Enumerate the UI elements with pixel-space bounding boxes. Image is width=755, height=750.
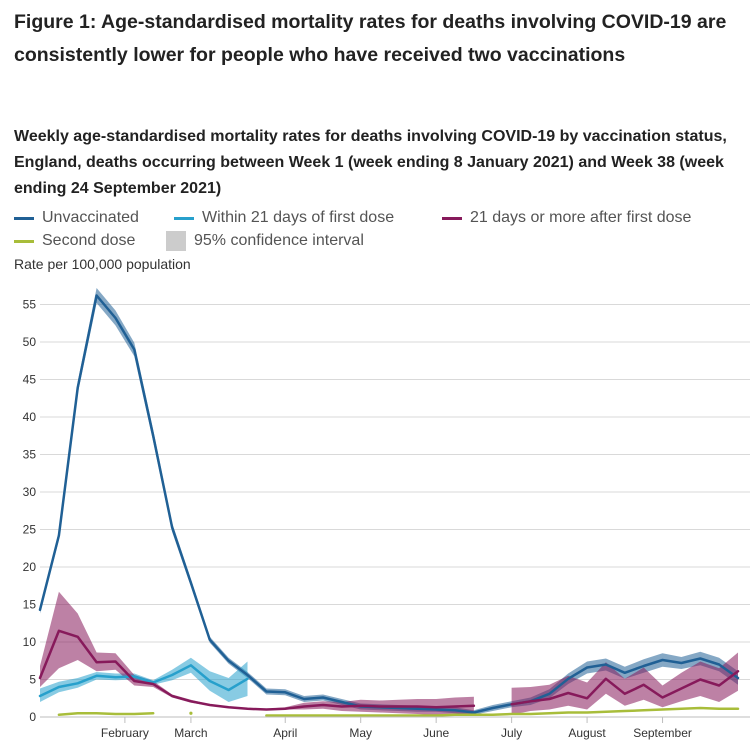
legend-swatch-unvaccinated [14,216,34,220]
figure-title: Figure 1: Age-standardised mortality rat… [14,11,727,66]
second-line-seg1 [57,712,155,717]
legend-label-confidence-interval: 95% confidence interval [194,232,364,249]
unvaccinated-confidence-band [40,288,738,715]
y-tick-label-10: 10 [23,635,37,649]
after21-confidence-band-seg2 [511,652,738,715]
x-tick-label-september: September [633,726,692,740]
x-tick-label-may: May [349,726,372,740]
y-axis-ticks: 0 5 10 15 20 25 30 35 40 45 50 55 [23,298,37,725]
unvaccinated-line [38,294,740,714]
legend-item-within-21-days[interactable]: Within 21 days of first dose [174,207,394,229]
legend-label-within-21-days: Within 21 days of first dose [202,209,395,226]
legend-item-unvaccinated[interactable]: Unvaccinated [14,207,139,229]
x-axis: February March April May June July August Septe… [40,716,750,740]
x-tick-label-august: August [568,726,606,740]
y-tick-label-30: 30 [23,485,37,499]
x-tick-label-june: June [423,726,449,740]
legend-label-21-days-or-more: 21 days or more after first dose [470,209,692,226]
y-axis-label: Rate per 100,000 population [14,256,191,272]
legend-item-second-dose[interactable]: Second dose [14,230,135,252]
series-lines [38,294,740,717]
y-tick-label-15: 15 [23,598,37,612]
after21-confidence-band-seg1 [40,591,474,716]
within21-line [38,664,249,698]
y-tick-label-40: 40 [23,410,37,424]
legend-swatch-second-dose [14,239,34,243]
legend-label-unvaccinated: Unvaccinated [42,209,139,226]
y-tick-label-25: 25 [23,523,37,537]
x-tick-label-march: March [174,726,207,740]
y-tick-label-20: 20 [23,560,37,574]
x-tick-label-april: April [273,726,297,740]
confidence-bands [40,288,738,716]
y-tick-label-35: 35 [23,448,37,462]
y-tick-label-0: 0 [29,710,36,724]
legend-label-second-dose: Second dose [42,232,136,249]
legend-swatch-confidence-interval [166,231,186,251]
y-tick-label-55: 55 [23,298,37,312]
y-tick-label-50: 50 [23,335,37,349]
second-point-seg2 [189,711,193,715]
legend-swatch-within-21-days [174,216,194,220]
legend-item-confidence-interval[interactable]: 95% confidence interval [166,230,364,252]
second-line-seg3 [265,706,740,717]
after21-line-seg2 [510,670,740,706]
legend-item-21-days-or-more[interactable]: 21 days or more after first dose [442,207,691,229]
chart-subtitle: Weekly age-standardised mortality rates … [14,128,727,197]
legend-swatch-21-days-or-more [442,216,462,220]
y-tick-label-45: 45 [23,373,37,387]
after21-line-seg1 [38,629,476,711]
y-tick-label-5: 5 [29,673,36,687]
gridlines [40,304,750,680]
x-tick-label-february: February [101,726,149,740]
x-tick-label-july: July [501,726,522,740]
mortality-rate-chart: 0 5 10 15 20 25 30 35 40 45 50 55 February March Apri… [23,288,750,740]
